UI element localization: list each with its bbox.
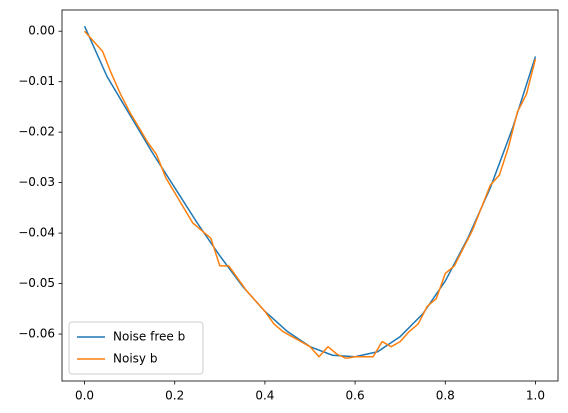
x-tick-label: 0.8 bbox=[436, 389, 455, 403]
x-tick-label: 0.2 bbox=[165, 389, 184, 403]
y-tick-label: −0.01 bbox=[18, 74, 55, 88]
legend-label: Noise free b bbox=[113, 330, 185, 344]
y-tick-label: −0.04 bbox=[18, 226, 55, 240]
y-tick-label: −0.06 bbox=[18, 327, 55, 341]
x-tick-label: 0.0 bbox=[75, 389, 94, 403]
y-tick-label: −0.02 bbox=[18, 125, 55, 139]
x-tick-label: 0.6 bbox=[346, 389, 365, 403]
legend-label: Noisy b bbox=[113, 352, 157, 366]
data-line bbox=[83, 30, 537, 360]
y-tick-label: −0.05 bbox=[18, 276, 55, 290]
legend-box bbox=[68, 321, 204, 375]
x-tick-label: 0.4 bbox=[255, 389, 274, 403]
y-tick-label: −0.03 bbox=[18, 175, 55, 189]
x-tick-label: 1.0 bbox=[526, 389, 545, 403]
data-line bbox=[83, 25, 537, 358]
axes-frame bbox=[61, 9, 559, 382]
y-tick-label: 0.00 bbox=[28, 24, 55, 38]
